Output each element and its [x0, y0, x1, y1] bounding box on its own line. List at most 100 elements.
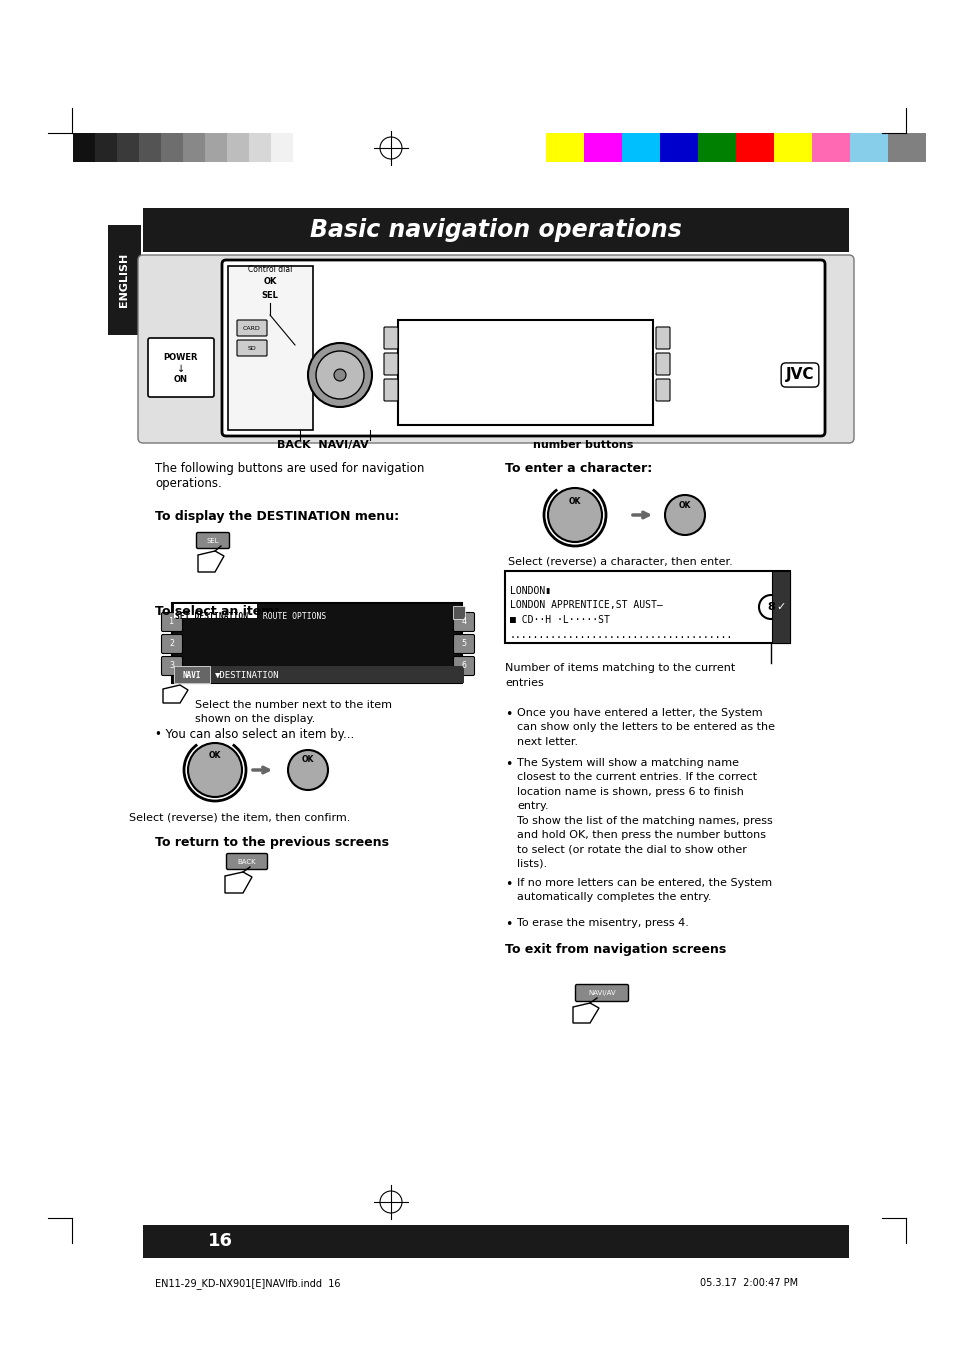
- Text: SEL: SEL: [261, 292, 278, 300]
- Text: ROUTE OPTIONS: ROUTE OPTIONS: [257, 612, 326, 621]
- Polygon shape: [163, 685, 188, 703]
- FancyBboxPatch shape: [384, 327, 397, 349]
- Bar: [173, 666, 210, 684]
- Text: ✓: ✓: [776, 603, 785, 612]
- Text: JVC: JVC: [785, 367, 814, 382]
- Bar: [659, 132, 698, 162]
- FancyBboxPatch shape: [236, 320, 267, 336]
- Bar: [545, 132, 583, 162]
- Text: POWER: POWER: [164, 354, 198, 362]
- Text: •: •: [504, 758, 512, 771]
- Text: Control dial: Control dial: [248, 266, 292, 274]
- Text: operations.: operations.: [154, 477, 221, 490]
- Bar: [143, 208, 848, 253]
- FancyBboxPatch shape: [453, 612, 474, 631]
- Bar: [771, 571, 789, 643]
- Text: Select (reverse) the item, then confirm.: Select (reverse) the item, then confirm.: [130, 812, 351, 821]
- Text: BACK  NAVI/AV: BACK NAVI/AV: [276, 440, 369, 450]
- Text: •: •: [504, 917, 512, 931]
- Bar: [453, 607, 464, 619]
- Text: Select the number next to the item
shown on the display.: Select the number next to the item shown…: [194, 700, 392, 724]
- Text: Once you have entered a letter, the System
can show only the letters to be enter: Once you have entered a letter, the Syst…: [517, 708, 774, 747]
- Polygon shape: [225, 871, 252, 893]
- Bar: [228, 266, 313, 430]
- Circle shape: [547, 488, 601, 542]
- Text: Basic navigation operations: Basic navigation operations: [310, 218, 681, 242]
- FancyBboxPatch shape: [196, 532, 230, 549]
- Text: SET DESTINATION: SET DESTINATION: [174, 612, 248, 621]
- FancyBboxPatch shape: [138, 255, 853, 443]
- Bar: [735, 132, 773, 162]
- Polygon shape: [573, 1002, 598, 1023]
- Text: ■ CD··H ·L·····ST: ■ CD··H ·L·····ST: [510, 615, 609, 626]
- Bar: [249, 132, 271, 162]
- Circle shape: [288, 750, 328, 790]
- Text: If no more letters can be entered, the System
automatically completes the entry.: If no more letters can be entered, the S…: [517, 878, 771, 902]
- Bar: [139, 132, 161, 162]
- Bar: [811, 132, 849, 162]
- Bar: [698, 132, 735, 162]
- Text: 5: 5: [461, 639, 466, 648]
- Circle shape: [315, 351, 364, 399]
- FancyBboxPatch shape: [161, 635, 182, 654]
- Bar: [397, 320, 652, 426]
- Text: •: •: [504, 708, 512, 721]
- Circle shape: [308, 343, 372, 407]
- Bar: [504, 571, 789, 643]
- Text: 2: 2: [170, 639, 174, 648]
- FancyBboxPatch shape: [384, 380, 397, 401]
- Text: •: •: [504, 878, 512, 892]
- Polygon shape: [198, 551, 224, 571]
- Text: ↓: ↓: [176, 363, 185, 374]
- Text: ▼DESTINATION: ▼DESTINATION: [214, 670, 279, 680]
- Bar: [887, 132, 925, 162]
- FancyBboxPatch shape: [236, 340, 267, 357]
- Text: SD: SD: [248, 346, 256, 350]
- Bar: [173, 604, 256, 617]
- Bar: [849, 132, 887, 162]
- FancyBboxPatch shape: [656, 353, 669, 376]
- Bar: [271, 132, 293, 162]
- Bar: [172, 603, 461, 684]
- Text: To return to the previous screens: To return to the previous screens: [154, 836, 389, 848]
- FancyBboxPatch shape: [148, 338, 213, 397]
- Text: NAVI: NAVI: [183, 670, 201, 680]
- Text: SEL: SEL: [207, 538, 219, 544]
- Text: • You can also select an item by...: • You can also select an item by...: [154, 728, 354, 740]
- Circle shape: [334, 369, 346, 381]
- Bar: [183, 132, 205, 162]
- Bar: [205, 132, 227, 162]
- Text: 16: 16: [208, 1232, 233, 1250]
- FancyBboxPatch shape: [384, 353, 397, 376]
- Text: BACK: BACK: [237, 859, 256, 865]
- Text: CARD: CARD: [243, 326, 260, 331]
- Circle shape: [664, 494, 704, 535]
- Text: Number of items matching to the current: Number of items matching to the current: [504, 663, 735, 673]
- Bar: [117, 132, 139, 162]
- Text: NAVI/AV: NAVI/AV: [588, 990, 616, 996]
- Text: OK: OK: [568, 497, 580, 505]
- Text: To exit from navigation screens: To exit from navigation screens: [504, 943, 725, 957]
- Text: To select an item:: To select an item:: [154, 605, 279, 617]
- FancyBboxPatch shape: [222, 259, 824, 436]
- FancyBboxPatch shape: [575, 985, 628, 1001]
- Text: LONDON APPRENTICE,ST AUST—: LONDON APPRENTICE,ST AUST—: [510, 600, 662, 611]
- Bar: [293, 132, 314, 162]
- Bar: [227, 132, 249, 162]
- Text: number buttons: number buttons: [533, 440, 633, 450]
- Text: OK: OK: [301, 755, 314, 765]
- Text: The following buttons are used for navigation: The following buttons are used for navig…: [154, 462, 424, 476]
- Circle shape: [759, 594, 782, 619]
- Text: 05.3.17  2:00:47 PM: 05.3.17 2:00:47 PM: [700, 1278, 797, 1288]
- Text: 1: 1: [170, 617, 174, 627]
- Bar: [143, 1225, 848, 1258]
- Text: 6: 6: [461, 662, 466, 670]
- Circle shape: [188, 743, 242, 797]
- FancyBboxPatch shape: [656, 327, 669, 349]
- Bar: [95, 132, 117, 162]
- FancyBboxPatch shape: [453, 635, 474, 654]
- Text: OK: OK: [679, 500, 691, 509]
- Text: The System will show a matching name
closest to the current entries. If the corr: The System will show a matching name clo…: [517, 758, 772, 869]
- FancyBboxPatch shape: [656, 380, 669, 401]
- FancyBboxPatch shape: [453, 657, 474, 676]
